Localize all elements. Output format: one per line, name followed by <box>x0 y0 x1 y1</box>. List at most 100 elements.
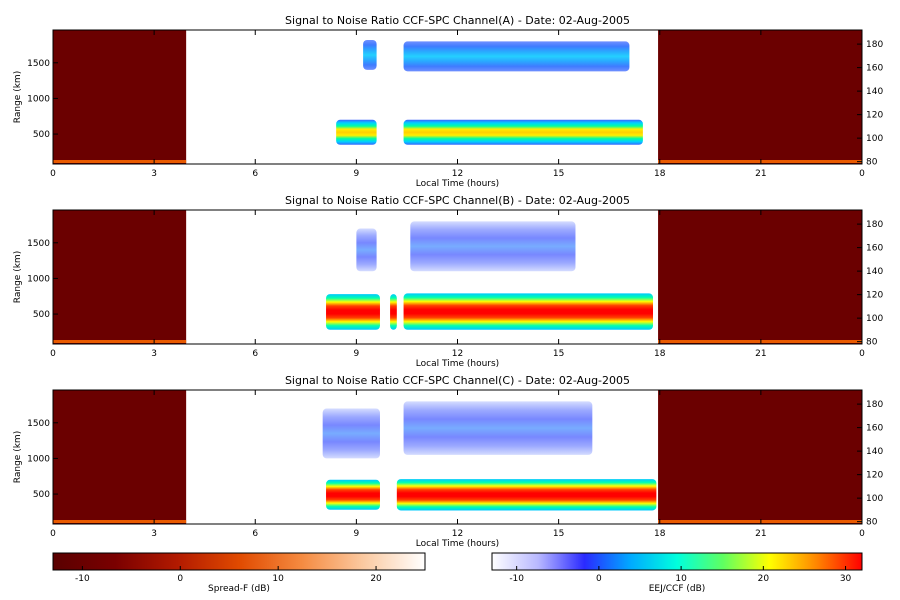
y2-tick-label: 160 <box>866 64 883 74</box>
spreadf-baseline <box>53 520 187 523</box>
x-tick-label: 21 <box>755 529 766 539</box>
snr-panel-b: Signal to Noise Ratio CCF-SPC Channel(B)… <box>13 194 883 369</box>
echo-region-hot <box>396 479 657 511</box>
x-tick-label: 0 <box>50 169 56 179</box>
colorbar-tick-label: 0 <box>596 574 602 584</box>
x-tick-label: 3 <box>151 529 157 539</box>
colorbar-tick-label: 30 <box>840 574 852 584</box>
x-tick-label: 18 <box>654 169 666 179</box>
x-tick-label: 21 <box>755 169 766 179</box>
x-tick-label: 6 <box>252 169 258 179</box>
echo-region-blue <box>403 41 630 72</box>
spreadf-baseline <box>53 160 187 163</box>
colorbar-label: EEJ/CCF (dB) <box>649 584 706 594</box>
spreadf-region <box>53 390 187 524</box>
y2-tick-label: 120 <box>866 291 883 301</box>
echo-region-hot <box>403 293 654 330</box>
y2-tick-label: 80 <box>866 518 878 528</box>
y-tick-label: 1500 <box>27 59 50 69</box>
y2-tick-label: 140 <box>866 87 883 97</box>
x-axis-label: Local Time (hours) <box>416 179 499 189</box>
y-tick-label: 500 <box>33 490 50 500</box>
colorbar-tick-label: -10 <box>75 574 90 584</box>
x-tick-label: 9 <box>354 529 360 539</box>
echo-region-sparse <box>410 221 576 272</box>
x-tick-label: 0 <box>859 529 865 539</box>
x-tick-label: 15 <box>553 529 564 539</box>
echo-region-low <box>336 119 377 145</box>
x-tick-label: 6 <box>252 349 258 359</box>
y2-tick-label: 100 <box>866 494 883 504</box>
x-tick-label: 0 <box>50 529 56 539</box>
y-tick-label: 500 <box>33 310 50 320</box>
y2-tick-label: 120 <box>866 111 883 121</box>
y2-tick-label: 120 <box>866 471 883 481</box>
y2-tick-label: 100 <box>866 314 883 324</box>
spreadf-colorbar: -10 0 10 20 Spread-F (dB) <box>52 552 426 594</box>
colorbar-tick-label: 20 <box>758 574 770 584</box>
snr-panel-c: Signal to Noise Ratio CCF-SPC Channel(C)… <box>13 374 883 549</box>
echo-region-sparse <box>403 401 593 455</box>
x-tick-label: 18 <box>654 349 666 359</box>
x-tick-label: 0 <box>859 169 865 179</box>
spreadf-baseline <box>658 520 862 523</box>
panel-title: Signal to Noise Ratio CCF-SPC Channel(B)… <box>285 194 630 207</box>
colorbar-label: Spread-F (dB) <box>208 584 270 594</box>
echo-region-sparse <box>356 228 377 272</box>
eej-ccf-colorbar: -10 0 10 20 30 EEJ/CCF (dB) <box>491 552 863 594</box>
x-tick-label: 15 <box>553 349 564 359</box>
y-axis-label: Range (km) <box>13 71 23 123</box>
colorbar-gradient <box>52 552 426 571</box>
echo-region-sparse <box>322 408 380 459</box>
echo-region-blue <box>363 39 377 70</box>
colorbar-gradient <box>491 552 863 571</box>
colorbar-tick-label: -10 <box>509 574 524 584</box>
x-tick-label: 12 <box>452 349 463 359</box>
spreadf-region <box>53 30 187 164</box>
x-tick-label: 6 <box>252 529 258 539</box>
spreadf-region <box>658 210 862 344</box>
x-tick-label: 21 <box>755 349 766 359</box>
spreadf-baseline <box>658 340 862 343</box>
y-tick-label: 500 <box>33 130 50 140</box>
x-tick-label: 0 <box>859 349 865 359</box>
x-tick-label: 9 <box>354 349 360 359</box>
y2-tick-label: 180 <box>866 220 883 230</box>
x-tick-label: 12 <box>452 529 463 539</box>
colorbar-tick-label: 10 <box>272 574 284 584</box>
colorbar-tick-label: 20 <box>370 574 382 584</box>
y-tick-label: 1000 <box>27 454 50 464</box>
y2-tick-label: 160 <box>866 424 883 434</box>
spreadf-baseline <box>53 340 187 343</box>
y2-tick-label: 140 <box>866 447 883 457</box>
colorbar-tick-label: 10 <box>675 574 687 584</box>
y2-tick-label: 80 <box>866 158 878 168</box>
panel-title: Signal to Noise Ratio CCF-SPC Channel(C)… <box>285 374 630 387</box>
y-tick-label: 1500 <box>27 419 50 429</box>
x-axis-label: Local Time (hours) <box>416 539 499 549</box>
x-tick-label: 15 <box>553 169 564 179</box>
x-tick-label: 3 <box>151 349 157 359</box>
y2-tick-label: 100 <box>866 134 883 144</box>
spreadf-region <box>658 30 862 164</box>
spreadf-baseline <box>658 160 862 163</box>
y-axis-label: Range (km) <box>13 431 23 483</box>
echo-region-hot <box>326 294 380 330</box>
y-tick-label: 1000 <box>27 94 50 104</box>
panel-title: Signal to Noise Ratio CCF-SPC Channel(A)… <box>285 14 630 27</box>
spreadf-region <box>53 210 187 344</box>
echo-region-hot <box>326 479 380 510</box>
y2-tick-label: 160 <box>866 244 883 254</box>
x-axis-label: Local Time (hours) <box>416 359 499 369</box>
y2-tick-label: 180 <box>866 40 883 50</box>
colorbar-tick-label: 0 <box>177 574 183 584</box>
y-tick-label: 1000 <box>27 274 50 284</box>
x-tick-label: 9 <box>354 169 360 179</box>
x-tick-label: 18 <box>654 529 666 539</box>
y2-tick-label: 140 <box>866 267 883 277</box>
x-tick-label: 0 <box>50 349 56 359</box>
y2-tick-label: 80 <box>866 338 878 348</box>
echo-region-low <box>403 119 643 145</box>
spreadf-region <box>658 390 862 524</box>
